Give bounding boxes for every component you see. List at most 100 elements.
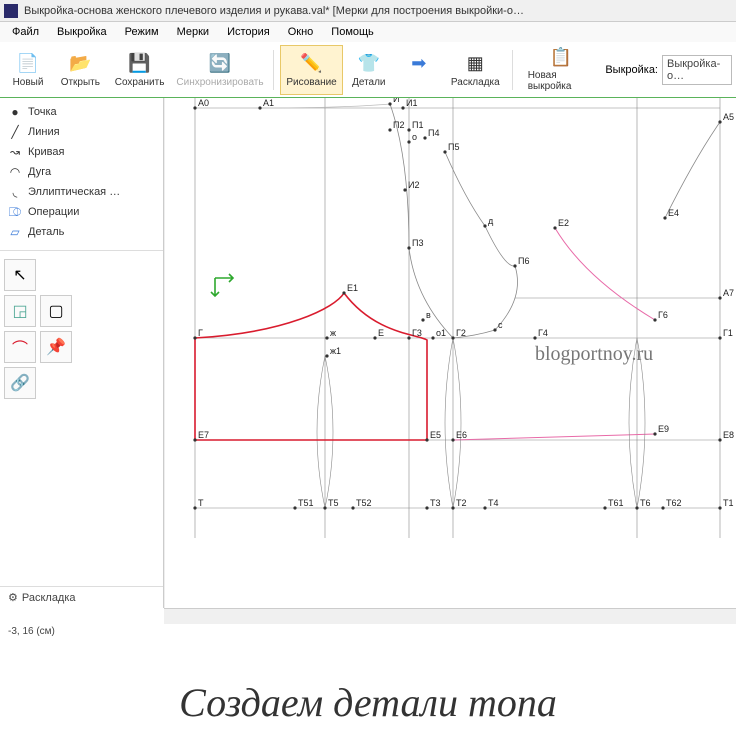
grid-spacer — [76, 295, 108, 327]
window-title: Выкройка-основа женского плечевого издел… — [24, 5, 524, 17]
statusbar: -3, 16 (см) — [0, 624, 736, 642]
sync-button[interactable]: 🔄 Синхронизировать — [173, 45, 268, 95]
details-button[interactable]: 👕 Детали — [345, 45, 393, 95]
svg-text:Е6: Е6 — [456, 430, 467, 440]
sync-label: Синхронизировать — [176, 77, 263, 88]
separator — [273, 50, 274, 90]
svg-text:о1: о1 — [436, 328, 446, 338]
svg-text:в: в — [426, 310, 431, 320]
tool-detail[interactable]: ▱ Деталь — [2, 222, 161, 242]
layout-label: Раскладка — [451, 77, 500, 88]
menu-help[interactable]: Помощь — [323, 24, 382, 40]
svg-text:Т4: Т4 — [488, 498, 499, 508]
menu-window[interactable]: Окно — [280, 24, 322, 40]
toolbar: 📄 Новый 📂 Открыть 💾 Сохранить 🔄 Синхрони… — [0, 42, 736, 98]
menu-file[interactable]: Файл — [4, 24, 47, 40]
layout-bottom-label: Раскладка — [22, 592, 76, 604]
menu-history[interactable]: История — [219, 24, 278, 40]
detail-icon: ▱ — [8, 225, 22, 239]
link-tool[interactable]: 🔗 — [4, 367, 36, 399]
canvas[interactable]: А0А1ИИ1П2П1оП4П5И2дЕ2Е4А5П3П6А7Е1всГ6ГжЕ… — [164, 98, 736, 608]
draw-label: Рисование — [286, 77, 336, 88]
svg-text:П2: П2 — [393, 120, 404, 130]
arrow-icon: ➡ — [407, 51, 431, 75]
svg-text:И1: И1 — [406, 98, 417, 108]
ellipse-label: Эллиптическая … — [28, 186, 120, 198]
cursor-tool[interactable]: ↖ — [4, 259, 36, 291]
svg-text:Е8: Е8 — [723, 430, 734, 440]
ellipse-icon: ◟ — [8, 185, 22, 199]
point-icon: ● — [8, 105, 22, 119]
grid-spacer — [40, 259, 72, 291]
arrow-label — [417, 77, 420, 88]
piece-add-tool[interactable]: ◲ — [4, 295, 36, 327]
new-icon: 📄 — [16, 51, 40, 75]
app-icon — [4, 4, 18, 18]
svg-text:Г3: Г3 — [412, 328, 422, 338]
layout-icon: ▦ — [463, 51, 487, 75]
tool-operations[interactable]: ⎄Операции — [2, 202, 161, 222]
svg-text:Т52: Т52 — [356, 498, 372, 508]
draw-button[interactable]: ✏️ Рисование — [280, 45, 342, 95]
svg-text:Е2: Е2 — [558, 218, 569, 228]
curve-tool[interactable]: ⌒ — [4, 331, 36, 363]
arrow-button[interactable]: ➡ — [395, 45, 443, 95]
svg-text:Т62: Т62 — [666, 498, 682, 508]
line-icon: ╱ — [8, 125, 22, 139]
svg-text:Е5: Е5 — [430, 430, 441, 440]
tool-line[interactable]: ╱ Линия — [2, 122, 161, 142]
detail-label: Деталь — [28, 226, 64, 238]
newpattern-icon: 📋 — [549, 47, 573, 68]
svg-text:Г6: Г6 — [658, 310, 668, 320]
details-icon: 👕 — [357, 51, 381, 75]
menu-measures[interactable]: Мерки — [169, 24, 217, 40]
caption: Создаем детали топа — [0, 679, 736, 726]
tool-arc[interactable]: ◠Дуга — [2, 162, 161, 182]
svg-text:П1: П1 — [412, 120, 423, 130]
save-icon: 💾 — [128, 51, 152, 75]
grid-spacer — [76, 331, 108, 363]
tool-point[interactable]: ●Точка — [2, 102, 161, 122]
save-button[interactable]: 💾 Сохранить — [109, 45, 171, 95]
svg-text:А0: А0 — [198, 98, 209, 108]
sidebar: ●Точка ╱ Линия ↝Кривая ◠Дуга ◟ Эллиптическ… — [0, 98, 164, 608]
svg-text:с: с — [498, 320, 503, 330]
titlebar: Выкройка-основа женского плечевого издел… — [0, 0, 736, 22]
svg-text:Т51: Т51 — [298, 498, 314, 508]
svg-text:А5: А5 — [723, 112, 734, 122]
newpattern-button[interactable]: 📋 Новая выкройка — [519, 45, 604, 95]
menu-pattern[interactable]: Выкройка — [49, 24, 115, 40]
arc-icon: ◠ — [8, 165, 22, 179]
pattern-combo[interactable]: Выкройка-о… — [662, 55, 732, 85]
line-label: Линия — [28, 126, 60, 138]
menu-mode[interactable]: Режим — [117, 24, 167, 40]
layout-bottom[interactable]: ⚙ Раскладка — [0, 586, 163, 608]
pin-tool[interactable]: 📌 — [40, 331, 72, 363]
svg-text:ж: ж — [330, 328, 336, 338]
ops-label: Операции — [28, 206, 79, 218]
new-button[interactable]: 📄 Новый — [4, 45, 52, 95]
svg-text:Т1: Т1 — [723, 498, 734, 508]
svg-text:П6: П6 — [518, 256, 529, 266]
open-button[interactable]: 📂 Открыть — [54, 45, 107, 95]
svg-text:Т2: Т2 — [456, 498, 467, 508]
draw-icon: ✏️ — [300, 51, 324, 75]
details-label: Детали — [352, 77, 385, 88]
tool-ellipse[interactable]: ◟ Эллиптическая … — [2, 182, 161, 202]
layout-button[interactable]: ▦ Раскладка — [445, 45, 506, 95]
toolbar-right: Выкройка: Выкройка-о… — [605, 55, 732, 85]
svg-text:Т: Т — [198, 498, 204, 508]
save-label: Сохранить — [115, 77, 165, 88]
horizontal-scrollbar[interactable] — [164, 608, 736, 624]
svg-text:Е: Е — [378, 328, 384, 338]
newpattern-label: Новая выкройка — [528, 70, 595, 92]
open-label: Открыть — [61, 77, 100, 88]
divider — [0, 250, 163, 251]
svg-text:Г4: Г4 — [538, 328, 548, 338]
tool-curve[interactable]: ↝Кривая — [2, 142, 161, 162]
svg-text:Е1: Е1 — [347, 283, 358, 293]
svg-text:И2: И2 — [408, 180, 419, 190]
svg-text:Т6: Т6 — [640, 498, 651, 508]
piece-tool[interactable]: ▢ — [40, 295, 72, 327]
svg-text:Т3: Т3 — [430, 498, 441, 508]
